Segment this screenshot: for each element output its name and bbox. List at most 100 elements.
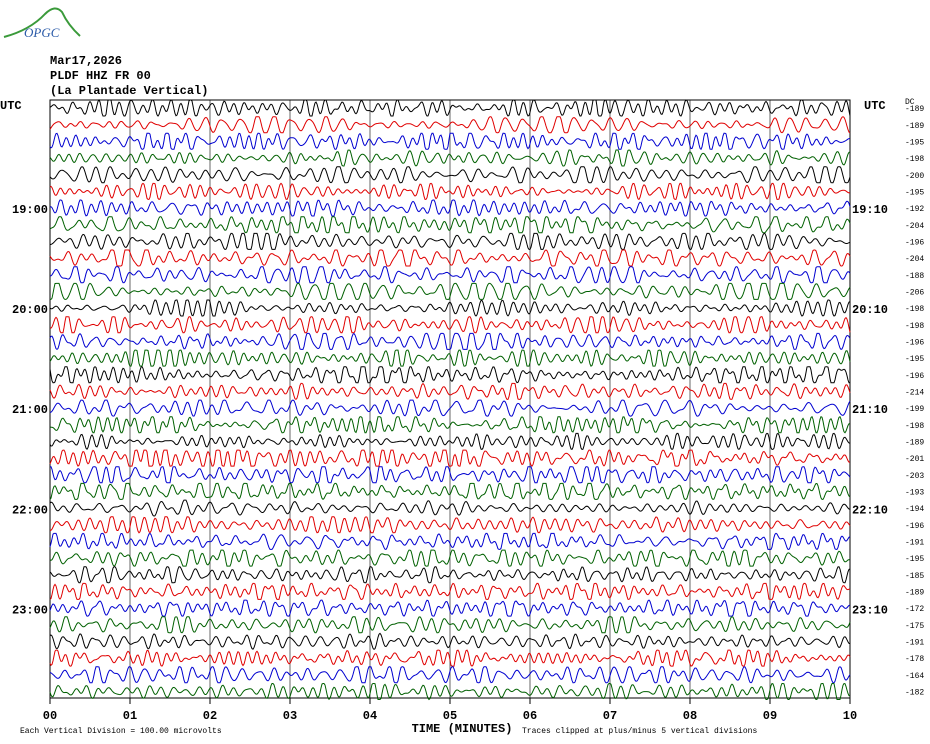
trace bbox=[50, 466, 851, 484]
trace bbox=[49, 316, 851, 334]
trace bbox=[49, 215, 851, 234]
dc-value: -189 bbox=[905, 589, 924, 598]
x-tick-label: 05 bbox=[443, 709, 457, 723]
dc-value: -188 bbox=[905, 272, 924, 281]
dc-value: -204 bbox=[905, 255, 924, 264]
trace bbox=[49, 166, 851, 184]
footer-right: Traces clipped at plus/minus 5 vertical … bbox=[522, 727, 757, 736]
x-tick-label: 07 bbox=[603, 709, 617, 723]
dc-value: -195 bbox=[905, 355, 924, 364]
dc-value: -196 bbox=[905, 522, 924, 531]
x-tick-label: 04 bbox=[363, 709, 377, 723]
trace bbox=[49, 249, 851, 267]
right-time-label: 22:10 bbox=[852, 503, 888, 517]
x-tick-label: 00 bbox=[43, 709, 57, 723]
trace bbox=[49, 666, 851, 684]
x-tick-label: 06 bbox=[523, 709, 537, 723]
left-time-label: 19:00 bbox=[12, 203, 48, 217]
right-time-label: 21:10 bbox=[852, 403, 888, 417]
logo: OPGC bbox=[24, 25, 60, 40]
dc-value: -195 bbox=[905, 138, 924, 147]
trace bbox=[50, 282, 851, 300]
x-tick-label: 03 bbox=[283, 709, 297, 723]
right-time-label: 19:10 bbox=[852, 203, 888, 217]
trace bbox=[49, 382, 851, 401]
dc-value: -196 bbox=[905, 338, 924, 347]
trace bbox=[49, 616, 851, 634]
x-tick-label: 01 bbox=[123, 709, 137, 723]
left-utc: UTC bbox=[0, 99, 22, 113]
trace bbox=[49, 232, 851, 250]
dc-value: -189 bbox=[905, 105, 924, 114]
trace bbox=[49, 99, 851, 117]
trace bbox=[49, 599, 851, 617]
footer-left: Each Vertical Division = 100.00 microvol… bbox=[20, 727, 222, 736]
trace bbox=[49, 132, 850, 151]
trace bbox=[49, 516, 851, 534]
station: PLDF HHZ FR 00 bbox=[50, 69, 151, 83]
right-time-label: 20:10 bbox=[852, 303, 888, 317]
dc-value: -189 bbox=[905, 439, 924, 448]
dc-value: -195 bbox=[905, 555, 924, 564]
dc-value: -214 bbox=[905, 388, 924, 397]
right-utc: UTC bbox=[864, 99, 886, 113]
trace bbox=[49, 499, 851, 517]
dc-value: -198 bbox=[905, 305, 924, 314]
dc-value: -199 bbox=[905, 405, 924, 414]
x-tick-label: 08 bbox=[683, 709, 697, 723]
trace bbox=[49, 415, 850, 434]
dc-value: -192 bbox=[905, 205, 924, 214]
x-tick-label: 02 bbox=[203, 709, 217, 723]
dc-value: -194 bbox=[905, 505, 924, 514]
left-time-label: 22:00 bbox=[12, 503, 48, 517]
trace bbox=[49, 682, 851, 701]
dc-value: -193 bbox=[905, 489, 924, 498]
dc-value: -198 bbox=[905, 322, 924, 331]
trace bbox=[49, 532, 851, 551]
trace bbox=[49, 432, 851, 451]
dc-value: -175 bbox=[905, 622, 924, 631]
trace bbox=[49, 399, 851, 417]
dc-value: -164 bbox=[905, 672, 924, 681]
trace bbox=[49, 199, 851, 217]
dc-value: -196 bbox=[905, 372, 924, 381]
dc-value: -206 bbox=[905, 288, 924, 297]
logo-arc bbox=[3, 7, 81, 38]
dc-value: -195 bbox=[905, 188, 924, 197]
trace bbox=[49, 182, 850, 201]
x-title: TIME (MINUTES) bbox=[412, 722, 513, 736]
trace bbox=[49, 449, 851, 467]
dc-value: -172 bbox=[905, 605, 924, 614]
dc-value: -201 bbox=[905, 455, 924, 464]
x-tick-label: 09 bbox=[763, 709, 777, 723]
dc-value: -203 bbox=[905, 472, 924, 481]
trace bbox=[49, 649, 851, 667]
trace bbox=[49, 116, 851, 134]
trace bbox=[49, 566, 851, 584]
dc-value: -185 bbox=[905, 572, 924, 581]
dc-value: -191 bbox=[905, 539, 924, 548]
location: (La Plantade Vertical) bbox=[50, 84, 208, 98]
trace bbox=[49, 366, 850, 384]
trace bbox=[49, 582, 851, 601]
dc-value: -198 bbox=[905, 155, 924, 164]
dc-value: -200 bbox=[905, 172, 924, 181]
left-time-label: 20:00 bbox=[12, 303, 48, 317]
dc-header: DC bbox=[905, 98, 915, 107]
right-time-label: 23:10 bbox=[852, 603, 888, 617]
trace bbox=[49, 149, 851, 167]
date: Mar17,2026 bbox=[50, 54, 122, 68]
trace bbox=[49, 482, 851, 500]
trace bbox=[49, 349, 851, 367]
left-time-label: 23:00 bbox=[12, 603, 48, 617]
dc-value: -191 bbox=[905, 639, 924, 648]
trace bbox=[49, 332, 851, 351]
trace bbox=[49, 549, 851, 567]
trace bbox=[49, 632, 851, 651]
dc-value: -196 bbox=[905, 238, 924, 247]
dc-value: -182 bbox=[905, 689, 924, 698]
dc-value: -189 bbox=[905, 122, 924, 131]
left-time-label: 21:00 bbox=[12, 403, 48, 417]
dc-value: -178 bbox=[905, 655, 924, 664]
